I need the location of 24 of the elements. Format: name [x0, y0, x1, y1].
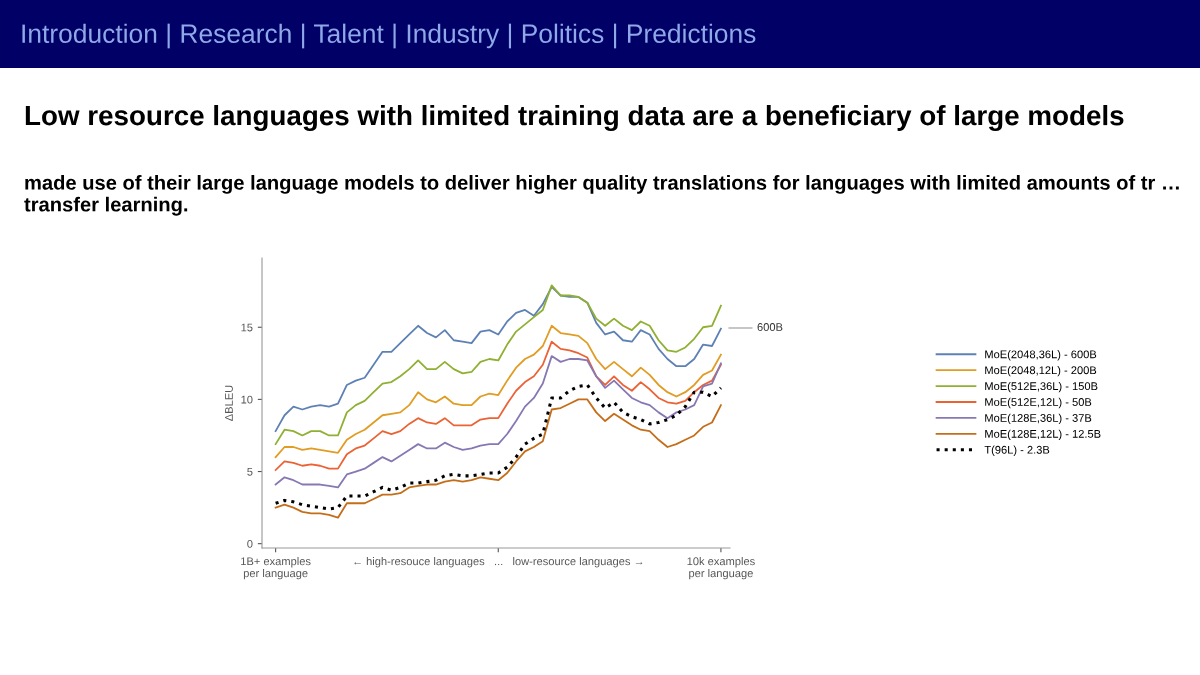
- chart-title: Low resource languages with limited training data are a beneficiary of large models: [25, 104, 1124, 132]
- x-tick-label: ← high-resouce languages ... low-resource languages →: [354, 557, 643, 568]
- y-tick-label: 5: [247, 467, 253, 476]
- chart-subtitle: made use of their large language models to deliver higher quality translations for languages with limited amounts of tr … transfer learning.: [24, 175, 1179, 216]
- line-series: [274, 340, 722, 471]
- y-tick-label: 10: [241, 395, 253, 404]
- legend-label: MoE(128E,12L) - 12.5B: [985, 429, 1101, 440]
- legend-label: T(96L) - 2.3B: [984, 445, 1050, 456]
- x-tick-label: 10k examples per language: [687, 557, 755, 580]
- line-series: [274, 398, 722, 519]
- y-tick-label: 0: [247, 539, 253, 548]
- legend-label: MoE(2048,12L) - 200B: [985, 365, 1097, 377]
- legend-label: MoE(128E,36L) - 37B: [985, 413, 1092, 425]
- line-series: [274, 324, 722, 459]
- y-axis-title: ΔBLEU: [225, 385, 233, 421]
- legend-label: MoE(512E,12L) - 50B: [985, 397, 1092, 409]
- legend-label: MoE(2048,36L) - 600B: [985, 350, 1097, 361]
- line-series: [274, 383, 723, 511]
- x-tick-label: 1B+ examples per language: [241, 557, 311, 580]
- legend-label: MoE(512E,36L) - 150B: [985, 381, 1098, 393]
- text: Introduction | Research | Talent | Industry | Politics | Predictions: [22, 23, 756, 49]
- y-tick-label: 15: [241, 323, 253, 332]
- line-series: [274, 355, 722, 489]
- text: 600B: [757, 323, 783, 331]
